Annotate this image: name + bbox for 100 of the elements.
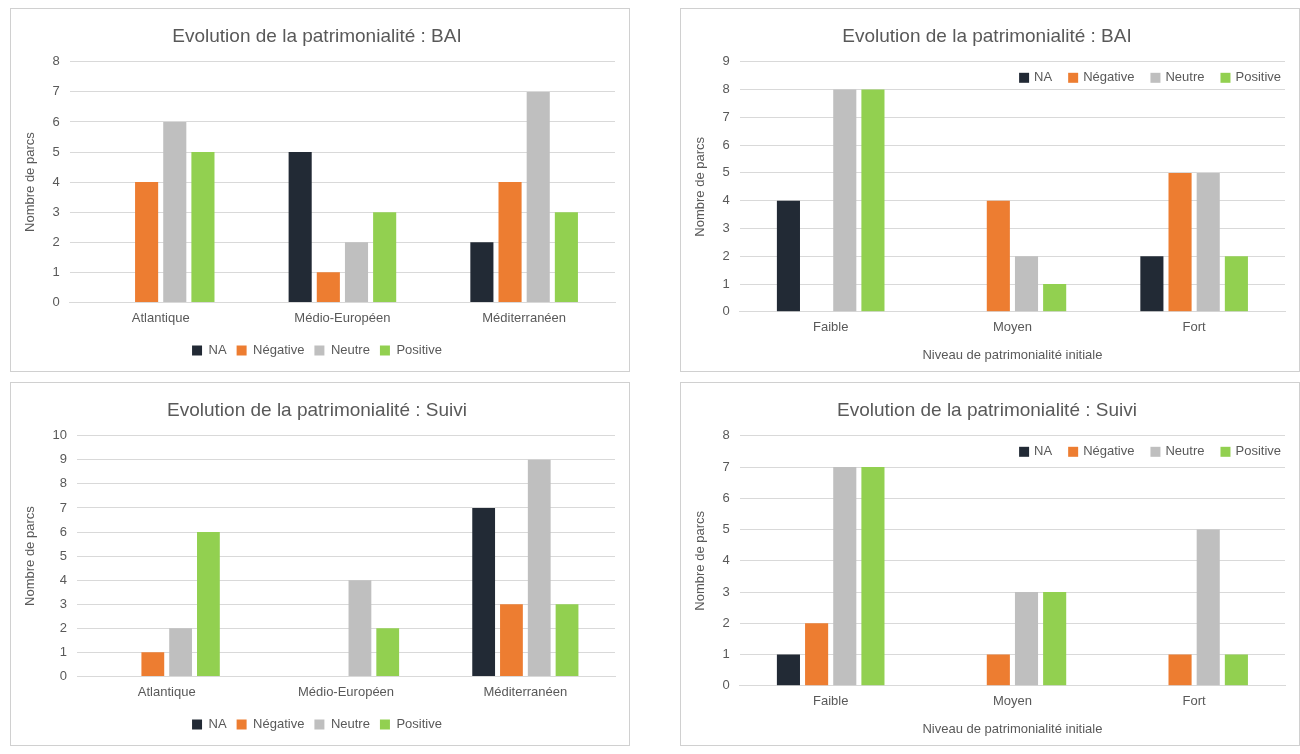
chart-title: Evolution de la patrimonialité : Suivi <box>837 398 1137 420</box>
y-tick-label: 7 <box>722 108 730 124</box>
bar <box>376 628 400 676</box>
y-tick-label: 0 <box>722 303 730 319</box>
bar <box>135 182 159 302</box>
y-tick-label: 1 <box>52 263 60 279</box>
bar <box>1196 172 1220 312</box>
x-tick-label: Moyen <box>992 319 1032 335</box>
y-tick-label: 2 <box>59 619 68 635</box>
y-tick-label: 3 <box>59 595 68 611</box>
bar <box>861 89 885 312</box>
x-tick-label: Faible <box>812 693 849 709</box>
y-axis-title: Nombre de parcs <box>692 510 708 611</box>
y-tick-label: 2 <box>722 614 730 630</box>
bar <box>1014 256 1039 312</box>
bar <box>1043 592 1067 686</box>
bar <box>527 459 551 676</box>
legend-label: Positive <box>1235 443 1282 459</box>
bar <box>1140 256 1164 312</box>
bar <box>776 654 800 686</box>
legend-label: Négative <box>253 342 305 358</box>
legend-label: Négative <box>1083 443 1135 459</box>
x-tick-label: Fort <box>1182 693 1207 709</box>
y-tick-label: 6 <box>722 136 730 152</box>
bar <box>316 272 340 302</box>
y-tick-label: 5 <box>722 521 730 537</box>
x-tick-label: Méditerranéen <box>483 683 568 699</box>
y-tick-label: 3 <box>722 220 730 236</box>
x-tick-label: Moyen <box>992 693 1032 709</box>
legend-label: NA <box>208 716 227 732</box>
y-tick-label: 8 <box>52 53 60 69</box>
bar <box>1168 172 1192 312</box>
bar <box>1196 529 1220 686</box>
y-tick-label: 7 <box>52 83 60 99</box>
bar <box>986 200 1010 312</box>
y-tick-label: 7 <box>722 458 730 474</box>
bar <box>470 242 494 302</box>
y-tick-label: 4 <box>52 173 60 189</box>
y-tick-label: 5 <box>52 143 60 159</box>
bar <box>163 121 187 302</box>
x-tick-label: Atlantique <box>137 683 196 699</box>
legend-label: NA <box>1034 443 1053 459</box>
y-tick-label: 5 <box>722 164 730 180</box>
y-tick-label: 9 <box>59 451 68 467</box>
y-tick-label: 7 <box>59 499 68 515</box>
legend-label: Négative <box>1083 69 1135 85</box>
x-tick-label: Méditerranéen <box>482 309 567 325</box>
bar <box>169 628 193 676</box>
y-tick-label: 4 <box>722 552 730 568</box>
bar <box>986 654 1010 686</box>
y-axis-title: Nombre de parcs <box>22 505 38 606</box>
y-tick-label: 8 <box>722 427 730 443</box>
bar <box>344 242 369 302</box>
legend-label: Neutre <box>330 342 370 358</box>
bar <box>861 467 885 686</box>
y-tick-label: 10 <box>52 427 68 443</box>
legend-label: Neutre <box>1165 69 1205 85</box>
y-tick-label: 3 <box>722 583 730 599</box>
bar <box>373 212 397 302</box>
bar <box>526 91 550 302</box>
bar <box>498 182 522 302</box>
bar <box>348 580 372 676</box>
x-tick-label: Faible <box>812 319 849 335</box>
bar <box>833 467 857 686</box>
x-tick-label: Médio-Européen <box>297 683 395 699</box>
y-axis-title: Nombre de parcs <box>22 131 38 232</box>
x-tick-label: Atlantique <box>131 309 190 325</box>
x-axis-title: Niveau de patrimonialité initiale <box>922 346 1103 362</box>
y-tick-label: 8 <box>722 81 730 97</box>
legend-label: Positive <box>396 716 442 732</box>
y-tick-label: 0 <box>722 677 730 693</box>
y-tick-label: 6 <box>722 489 730 505</box>
y-tick-label: 8 <box>59 475 68 491</box>
legend-label: Négative <box>253 716 305 732</box>
y-tick-label: 1 <box>722 646 730 662</box>
bar <box>197 532 220 676</box>
y-tick-label: 2 <box>722 247 730 263</box>
chart-title: Evolution de la patrimonialité : Suivi <box>167 398 467 420</box>
x-axis-title: Niveau de patrimonialité initiale <box>922 720 1103 736</box>
bar <box>191 152 215 302</box>
bar <box>776 200 800 312</box>
legend-label: Neutre <box>330 716 370 732</box>
legend-label: Neutre <box>1165 443 1205 459</box>
y-tick-label: 4 <box>59 571 68 587</box>
bar <box>554 212 578 302</box>
y-tick-label: 0 <box>59 667 68 683</box>
y-tick-label: 1 <box>59 643 68 659</box>
chart-title: Evolution de la patrimonialité : BAI <box>842 24 1132 46</box>
chart-title: Evolution de la patrimonialité : BAI <box>172 24 462 46</box>
y-tick-label: 1 <box>722 275 730 291</box>
y-tick-label: 3 <box>52 203 60 219</box>
y-tick-label: 5 <box>59 547 68 563</box>
bar <box>1168 654 1192 686</box>
x-tick-label: Médio-Européen <box>294 309 391 325</box>
bar <box>288 152 312 302</box>
x-tick-label: Fort <box>1182 319 1207 335</box>
y-tick-label: 4 <box>722 192 730 208</box>
y-axis-title: Nombre de parcs <box>692 136 708 237</box>
y-tick-label: 2 <box>52 233 60 249</box>
bar <box>805 623 829 686</box>
